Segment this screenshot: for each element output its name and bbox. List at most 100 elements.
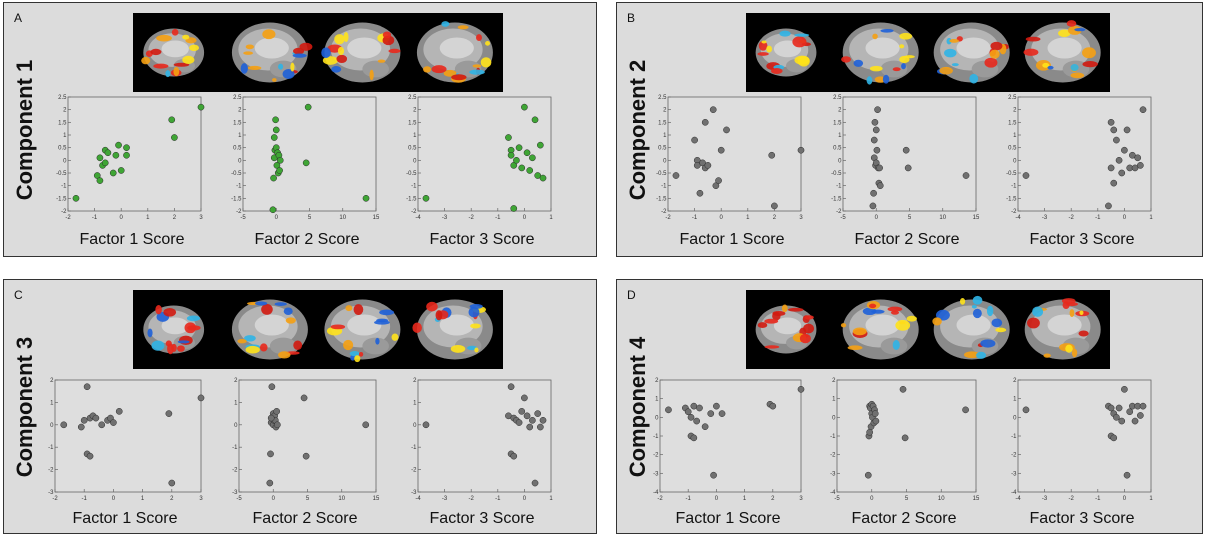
- panel-letter: A: [14, 11, 23, 25]
- y-tick-label: 0: [50, 423, 54, 429]
- data-point: [510, 452, 518, 460]
- brain-slice: [231, 299, 308, 360]
- data-point: [270, 134, 278, 141]
- y-tick-label: 0.5: [233, 146, 242, 152]
- y-tick-label: -2: [411, 209, 417, 215]
- data-point: [1134, 154, 1142, 162]
- data-point: [665, 406, 672, 414]
- component-label-text: Component 1: [12, 59, 37, 200]
- data-point: [1110, 434, 1118, 442]
- y-tick-label: 0.5: [833, 146, 842, 152]
- y-tick-label: 1: [238, 133, 242, 139]
- y-tick-label: -2: [61, 209, 67, 215]
- y-tick-label: 2.5: [658, 95, 667, 101]
- y-tick-label: -1: [61, 184, 67, 190]
- x-tick-label: -4: [415, 215, 421, 221]
- data-point: [962, 172, 970, 179]
- data-point: [690, 434, 698, 442]
- y-tick-label: 2: [655, 378, 659, 384]
- brain-slice: [755, 28, 817, 77]
- y-tick-label: -1: [1011, 184, 1017, 190]
- y-tick-label: -2: [661, 209, 667, 215]
- data-point: [1139, 402, 1147, 410]
- data-point: [873, 146, 881, 154]
- data-point: [422, 194, 430, 202]
- x-tick-label: 2: [773, 215, 777, 221]
- x-tick-label: 15: [973, 215, 980, 221]
- x-tick-label: 1: [549, 215, 553, 221]
- y-tick-label: 2.5: [833, 95, 842, 101]
- brain-slice: [932, 295, 1010, 360]
- data-point: [80, 416, 88, 424]
- data-point: [723, 126, 730, 134]
- data-point: [871, 410, 879, 417]
- scatter-svg: -5 0 5 10 15 -2 -1.5 -1 -0.5 0 0.5 1 1.5 2 2.5: [831, 95, 980, 221]
- scatter-svg: -2 -1 0 1 2 3 -2 -1.5 -1 -0.5 0 0.5 1 1.5 2 2.5: [56, 95, 205, 221]
- data-point: [513, 156, 520, 164]
- plot-frame: [242, 96, 377, 212]
- data-point: [876, 164, 883, 172]
- y-tick-label: 1: [63, 133, 67, 139]
- x-tick-label: 3: [799, 496, 803, 502]
- data-point: [539, 416, 547, 424]
- y-tick-label: -1: [836, 184, 842, 190]
- y-tick-label: -4: [1011, 490, 1017, 496]
- data-point: [899, 385, 907, 393]
- brain-slice: [755, 304, 817, 354]
- y-tick-label: 0: [655, 415, 659, 421]
- x-axis-label: Factor 1 Score: [679, 231, 785, 248]
- data-point: [273, 408, 281, 415]
- x-tick-label: 0: [112, 496, 116, 502]
- y-tick-label: 1.5: [408, 120, 417, 126]
- y-tick-label: 1.5: [58, 120, 67, 126]
- data-point: [1131, 417, 1139, 425]
- data-point: [515, 419, 523, 426]
- y-tick-label: -2: [232, 468, 238, 474]
- data-point: [534, 410, 542, 417]
- x-tick-label: -3: [1042, 496, 1048, 502]
- x-axis-label: Factor 2 Score: [851, 510, 957, 527]
- y-tick-label: 0: [838, 158, 842, 164]
- y-tick-label: -1: [232, 445, 238, 451]
- data-point: [962, 406, 969, 414]
- scatter-plot: -2 -1 0 1 2 3 -2 -1.5 -1 -0.5 0 0.5 1 1.5 2 2.5: [56, 95, 205, 221]
- scatter-plot: -5 0 5 10 15 -2 -1.5 -1 -0.5 0 0.5 1 1.5 2 2.5: [831, 95, 980, 221]
- data-point: [1131, 164, 1139, 172]
- y-tick-label: -1: [411, 445, 417, 451]
- data-point: [276, 167, 283, 174]
- scatter-plot: -4 -3 -2 -1 0 1 -2 -1.5 -1 -0.5 0 0.5 1 1.5 2 2.5: [406, 95, 553, 221]
- y-tick-label: 2: [413, 378, 417, 384]
- data-point: [197, 394, 205, 402]
- data-point: [1129, 151, 1136, 159]
- x-axis-label: Factor 3 Score: [1029, 231, 1135, 248]
- data-point: [1126, 408, 1134, 416]
- scatter-plot: -5 0 5 10 15 -2 -1.5 -1 -0.5 0 0.5 1 1.5 2 2.5: [231, 95, 380, 221]
- data-point: [521, 394, 528, 402]
- data-point: [876, 182, 884, 190]
- data-point: [1115, 404, 1123, 412]
- plot-frame: [659, 379, 802, 493]
- brain-slice: [841, 22, 919, 85]
- data-point: [864, 471, 872, 479]
- y-tick-label: 0: [413, 423, 417, 429]
- y-tick-label: -0.5: [231, 171, 242, 177]
- component-label: Component 3: [10, 280, 40, 533]
- y-tick-label: -3: [1011, 471, 1017, 477]
- component-label-text: Component 2: [625, 59, 650, 200]
- data-point: [123, 144, 130, 152]
- data-point: [531, 479, 539, 487]
- x-tick-label: -2: [65, 215, 71, 221]
- data-point: [534, 172, 542, 179]
- y-tick-label: 0.5: [408, 146, 417, 152]
- x-tick-label: -2: [1069, 215, 1075, 221]
- x-tick-label: 3: [199, 496, 203, 502]
- y-tick-label: 1: [234, 400, 238, 406]
- data-point: [874, 106, 881, 114]
- x-tick-label: 15: [373, 215, 380, 221]
- data-point: [272, 116, 279, 124]
- data-point: [704, 162, 712, 169]
- x-tick-label: -2: [1069, 496, 1075, 502]
- data-point: [537, 141, 544, 149]
- data-point: [870, 189, 877, 197]
